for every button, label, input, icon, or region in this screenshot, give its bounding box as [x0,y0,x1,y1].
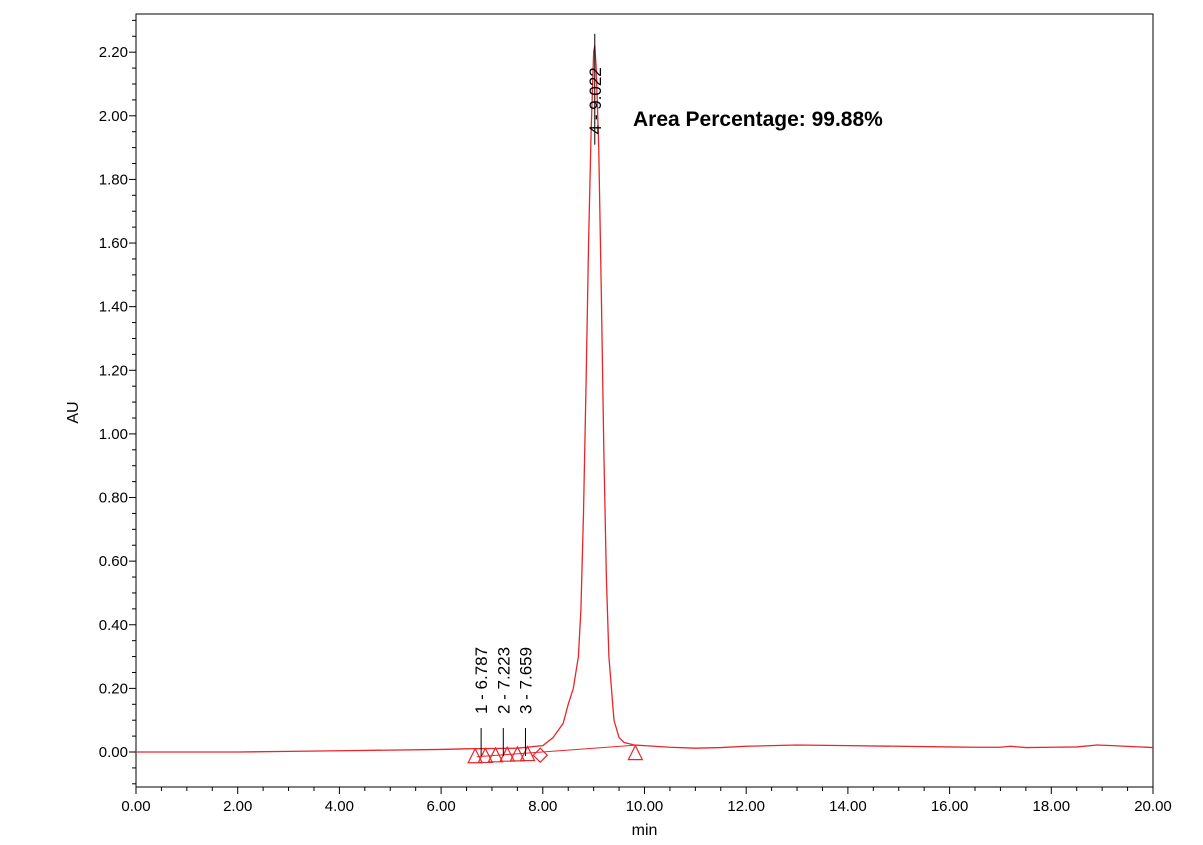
baseline-marker-triangle [519,745,536,762]
x-tick-label: 14.00 [829,798,867,815]
y-tick-label: 2.20 [99,44,128,61]
x-tick-label: 0.00 [121,798,150,815]
baseline-marker-triangle [467,747,484,764]
integration-baseline [476,744,637,758]
baseline-marker-diamond [532,747,549,764]
x-tick-label: 20.00 [1134,798,1172,815]
y-tick-label: 0.60 [99,553,128,570]
y-tick-label: 0.00 [99,744,128,761]
series-line [136,45,1154,753]
peak-label: 1 - 6.787 [472,647,491,714]
x-tick-label: 12.00 [727,798,765,815]
x-tick-label: 6.00 [426,798,455,815]
area-percentage-annotation: Area Percentage: 99.88% [633,108,883,131]
y-axis-label: AU [65,401,82,423]
x-tick-label: 2.00 [223,798,252,815]
y-tick-label: 0.80 [99,490,128,507]
x-tick-label: 8.00 [528,798,557,815]
y-tick-label: 1.40 [99,299,128,316]
baseline-marker-triangle [509,745,526,762]
peak-label: 4 - 9.022 [586,67,605,134]
baseline-marker-triangle [627,744,644,761]
baseline-marker-triangle [477,747,494,764]
y-tick-label: 0.40 [99,617,128,634]
y-tick-label: 0.20 [99,680,128,697]
peak-label: 2 - 7.223 [494,647,513,714]
x-axis-ticks: 0.00 2.00 4.00 6.00 8.00 10.00 12.00 14.00 16.00… [121,787,1172,815]
x-tick-label: 10.00 [626,798,664,815]
y-tick-label: 1.60 [99,235,128,252]
y-axis-ticks: 0.00 0.20 0.40 0.60 0.80 1.00 1.20 1.40 1.60 1.80… [99,19,136,785]
peak-label: 3 - 7.659 [516,647,535,714]
plot-area: 1 - 6.787 2 - 7.223 3 - 7.659 4 - 9.022 [136,33,1154,764]
x-tick-label: 4.00 [325,798,354,815]
y-tick-label: 2.00 [99,108,128,125]
x-tick-label: 18.00 [1033,798,1071,815]
y-tick-label: 1.80 [99,171,128,188]
baseline-marker-triangle [487,746,504,763]
x-tick-label: 16.00 [931,798,969,815]
y-tick-label: 1.00 [99,426,128,443]
x-axis-label: min [632,822,658,839]
y-tick-label: 1.20 [99,362,128,379]
